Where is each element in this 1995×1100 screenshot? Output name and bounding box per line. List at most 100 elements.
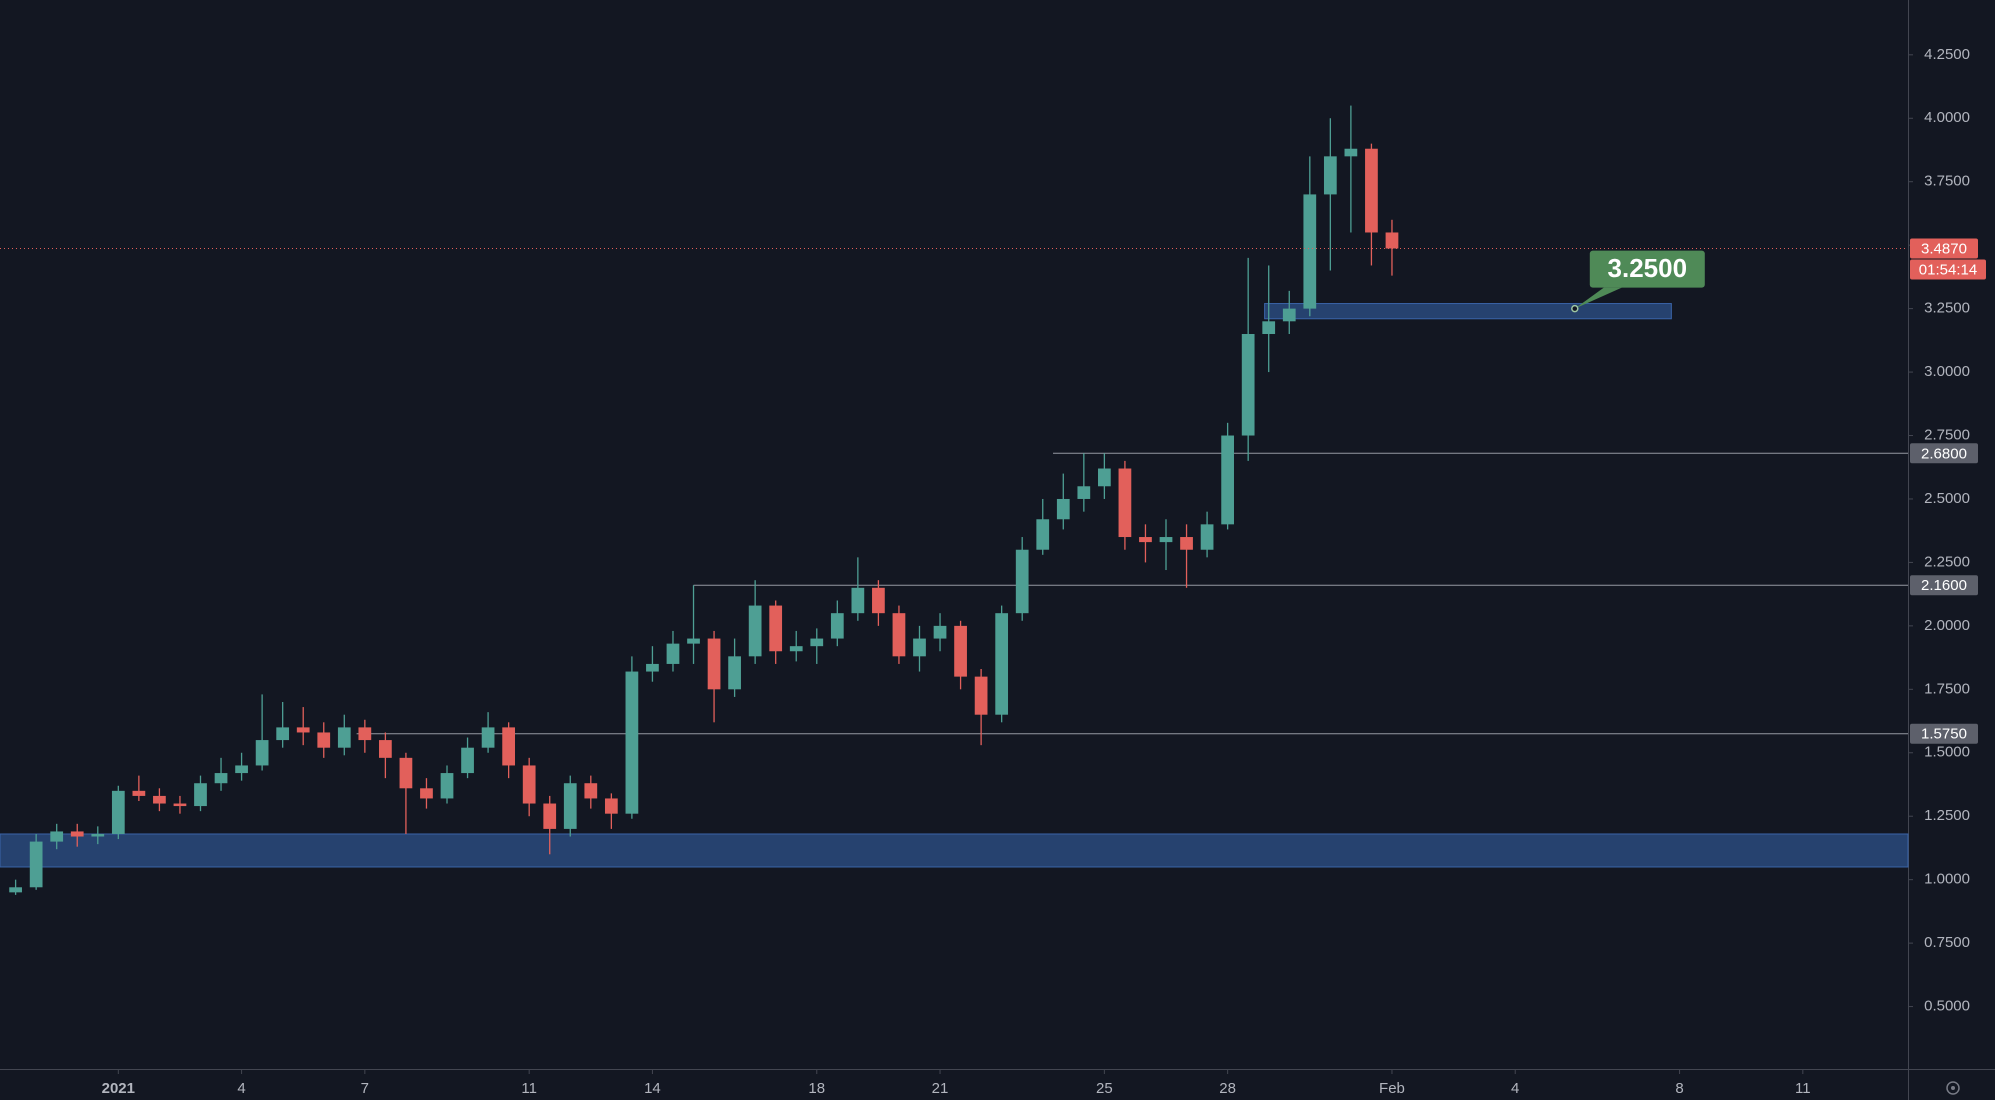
x-tick-label: 11	[1795, 1080, 1811, 1097]
candle-body	[892, 613, 906, 657]
callout-label: 3.2500	[1608, 253, 1688, 283]
y-tick-label: 4.0000	[1924, 109, 1970, 126]
last-price-badge	[1910, 238, 1978, 259]
callout-anchor	[1571, 304, 1579, 313]
y-tick-label: 2.0000	[1924, 617, 1970, 634]
candle-body	[9, 887, 22, 893]
x-tick-label: 4	[1511, 1080, 1519, 1097]
candle-body	[194, 783, 207, 807]
y-tick-label: 1.5000	[1924, 744, 1970, 761]
candle-body	[954, 625, 967, 677]
y-tick-label: 2.5000	[1924, 490, 1970, 507]
candle-body	[461, 747, 474, 774]
candle-body	[687, 638, 700, 644]
level-label: 2.1600	[1921, 577, 1967, 594]
candle-body	[1303, 194, 1317, 309]
candle-body	[337, 727, 351, 748]
candle-body	[440, 773, 454, 799]
candle-body	[29, 841, 43, 888]
countdown-label: 01:54:14	[1919, 261, 1977, 278]
candle-body	[1015, 549, 1029, 614]
y-tick-label: 1.7500	[1924, 680, 1970, 697]
candle-body	[913, 638, 926, 657]
callout-box	[1589, 250, 1705, 288]
candle-body	[851, 587, 865, 614]
candle-body	[522, 765, 536, 804]
plot-area	[0, 105, 1909, 895]
candle-body	[1344, 148, 1358, 157]
level-badge	[1910, 443, 1978, 464]
candle-body	[625, 671, 639, 814]
candle-body	[728, 656, 741, 690]
candle-body	[379, 740, 392, 758]
callout-pointer	[1574, 287, 1622, 309]
y-tick-label: 3.2500	[1924, 300, 1970, 317]
x-tick-label: 8	[1675, 1080, 1683, 1097]
candle-body	[132, 790, 146, 796]
candle-body	[1036, 519, 1050, 550]
x-tick-label: 7	[361, 1080, 369, 1097]
candle-body	[707, 638, 721, 690]
candle-body	[153, 795, 166, 804]
level-label: 1.5750	[1921, 726, 1967, 743]
candle-body	[830, 613, 844, 639]
candle-body	[358, 727, 372, 741]
candle-body	[604, 798, 618, 814]
candle-body	[995, 613, 1009, 715]
candle-body	[70, 831, 84, 837]
x-tick-label: 4	[237, 1080, 245, 1097]
candle-body	[502, 727, 516, 766]
candle-body	[1221, 435, 1234, 525]
candle-body	[1159, 537, 1173, 543]
level-badge	[1910, 723, 1978, 744]
candle-body	[584, 783, 598, 799]
candle-body	[276, 727, 290, 741]
candle-body	[1323, 156, 1337, 195]
candle-body	[933, 625, 947, 639]
candle-body	[666, 643, 680, 664]
candle-body	[50, 831, 64, 842]
candle-body	[1385, 232, 1399, 249]
candle-body	[748, 605, 762, 657]
candle-body	[91, 833, 105, 837]
candle-body	[1262, 321, 1276, 334]
countdown-badge	[1910, 259, 1986, 280]
candle-body	[646, 663, 659, 672]
y-tick-label: 2.2500	[1924, 553, 1970, 570]
candle-body	[111, 790, 125, 834]
last-price-label: 3.4870	[1921, 240, 1967, 257]
y-tick-label: 4.2500	[1924, 46, 1970, 63]
y-tick-label: 0.5000	[1924, 998, 1970, 1015]
candle-body	[420, 788, 433, 799]
candle-body	[1118, 468, 1132, 538]
candle-body	[1077, 486, 1091, 499]
x-tick-label: 25	[1096, 1080, 1113, 1097]
candle-body	[1200, 524, 1214, 550]
candle-body	[399, 757, 413, 789]
x-tick-label: Feb	[1379, 1080, 1405, 1097]
candle-body	[214, 773, 228, 784]
x-tick-label: 14	[644, 1080, 661, 1097]
candle-body	[974, 676, 988, 715]
candle-body	[543, 803, 557, 829]
candle-body	[255, 740, 269, 766]
x-tick-label: 28	[1219, 1080, 1236, 1097]
x-tick-label: 11	[521, 1080, 537, 1097]
candle-body	[1098, 468, 1111, 487]
level-badge	[1910, 575, 1978, 596]
x-tick-label: 2021	[102, 1080, 135, 1097]
settings-dot[interactable]	[1951, 1086, 1955, 1090]
overlay: 3.2500	[1571, 250, 1705, 313]
y-tick-label: 1.2500	[1924, 807, 1970, 824]
candle-body	[563, 783, 577, 829]
x-tick-label: 21	[932, 1080, 949, 1097]
candle-body	[317, 732, 331, 748]
candle-body	[235, 765, 248, 774]
settings-icon[interactable]	[1946, 1081, 1960, 1095]
candle-body	[1056, 498, 1070, 520]
settings-gear[interactable]	[1946, 1081, 1960, 1095]
level-label: 2.6800	[1921, 445, 1967, 462]
